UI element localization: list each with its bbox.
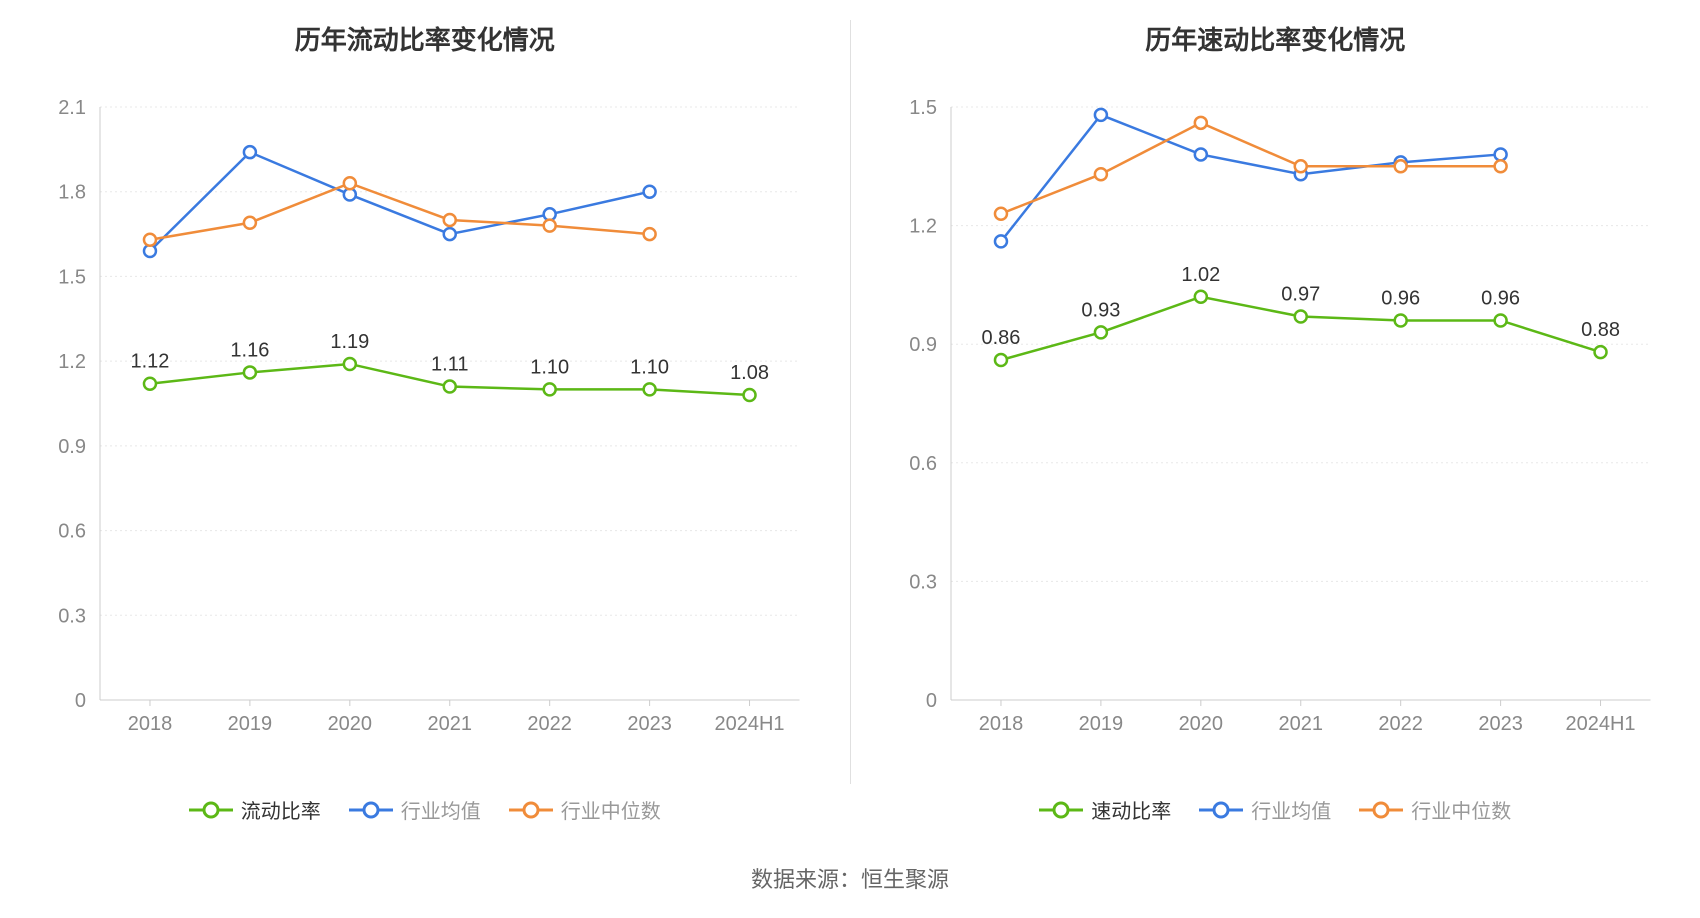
- svg-text:1.2: 1.2: [909, 216, 937, 238]
- svg-text:0.3: 0.3: [909, 571, 937, 593]
- legend-item[interactable]: 流动比率: [189, 795, 321, 824]
- svg-text:2023: 2023: [627, 713, 672, 735]
- right-chart-panel: 历年速动比率变化情况 0 0.3 0.6 0.9 1.2 1.5 2018 2019 2020 2…: [851, 0, 1700, 844]
- svg-text:0.86: 0.86: [981, 327, 1020, 349]
- svg-text:2019: 2019: [1078, 713, 1123, 735]
- svg-text:1.08: 1.08: [730, 362, 769, 384]
- legend-item[interactable]: 行业均值: [349, 795, 481, 824]
- svg-text:2024H1: 2024H1: [1565, 713, 1635, 735]
- legend-label: 行业均值: [401, 795, 481, 824]
- legend-item[interactable]: 速动比率: [1039, 795, 1171, 824]
- svg-text:2021: 2021: [1278, 713, 1323, 735]
- svg-text:2.1: 2.1: [58, 97, 86, 119]
- svg-text:1.16: 1.16: [230, 339, 269, 361]
- svg-text:1.5: 1.5: [909, 97, 937, 119]
- svg-text:2022: 2022: [1378, 713, 1423, 735]
- svg-text:2024H1: 2024H1: [715, 713, 785, 735]
- svg-text:1.11: 1.11: [431, 354, 468, 376]
- svg-text:1.10: 1.10: [530, 356, 569, 378]
- svg-text:0.97: 0.97: [1281, 284, 1320, 306]
- svg-text:0.9: 0.9: [58, 436, 86, 458]
- left-chart-panel: 历年流动比率变化情况 0 0.3 0.6 0.9 1.2 1.5 1.8 2.1 2018 201…: [0, 0, 850, 844]
- left-chart-svg: 0 0.3 0.6 0.9 1.2 1.5 1.8 2.1 2018 2019 2020 2021 20…: [30, 87, 820, 750]
- svg-text:0.93: 0.93: [1081, 299, 1120, 321]
- legend-label: 行业中位数: [561, 795, 661, 824]
- legend-label: 流动比率: [241, 795, 321, 824]
- legend-marker-icon: [189, 800, 233, 820]
- legend-marker-icon: [509, 800, 553, 820]
- svg-text:0.6: 0.6: [909, 453, 937, 475]
- dashboard-container: 历年流动比率变化情况 0 0.3 0.6 0.9 1.2 1.5 1.8 2.1 2018 201…: [0, 0, 1700, 918]
- legend-marker-icon: [1039, 800, 1083, 820]
- charts-row: 历年流动比率变化情况 0 0.3 0.6 0.9 1.2 1.5 1.8 2.1 2018 201…: [0, 0, 1700, 844]
- right-chart-legend: 速动比率 行业均值 行业中位数: [881, 795, 1671, 824]
- svg-text:0.3: 0.3: [58, 605, 86, 627]
- svg-text:1.02: 1.02: [1181, 264, 1220, 286]
- svg-text:2023: 2023: [1478, 713, 1523, 735]
- legend-marker-icon: [1199, 800, 1243, 820]
- svg-text:1.19: 1.19: [330, 331, 369, 353]
- svg-text:2022: 2022: [527, 713, 572, 735]
- svg-text:2020: 2020: [328, 713, 373, 735]
- svg-text:2018: 2018: [978, 713, 1023, 735]
- left-chart-title: 历年流动比率变化情况: [30, 20, 820, 57]
- legend-label: 行业中位数: [1411, 795, 1511, 824]
- svg-text:0.9: 0.9: [909, 334, 937, 356]
- legend-item[interactable]: 行业均值: [1199, 795, 1331, 824]
- legend-label: 行业均值: [1251, 795, 1331, 824]
- right-chart-area: 0 0.3 0.6 0.9 1.2 1.5 2018 2019 2020 2021 2022 2023…: [881, 87, 1671, 750]
- svg-text:0.96: 0.96: [1381, 287, 1420, 309]
- svg-text:2019: 2019: [228, 713, 273, 735]
- legend-item[interactable]: 行业中位数: [1359, 795, 1511, 824]
- svg-text:1.2: 1.2: [58, 351, 86, 373]
- svg-text:0.96: 0.96: [1481, 287, 1520, 309]
- svg-text:0: 0: [75, 690, 86, 712]
- svg-text:2020: 2020: [1178, 713, 1223, 735]
- data-source-label: 数据来源：恒生聚源: [0, 844, 1700, 918]
- svg-text:1.8: 1.8: [58, 182, 86, 204]
- svg-text:0: 0: [925, 690, 936, 712]
- svg-text:2018: 2018: [128, 713, 173, 735]
- legend-label: 速动比率: [1091, 795, 1171, 824]
- legend-marker-icon: [349, 800, 393, 820]
- svg-text:1.10: 1.10: [630, 356, 669, 378]
- right-chart-svg: 0 0.3 0.6 0.9 1.2 1.5 2018 2019 2020 2021 2022 2023…: [881, 87, 1671, 750]
- right-chart-title: 历年速动比率变化情况: [881, 20, 1671, 57]
- svg-text:0.6: 0.6: [58, 521, 86, 543]
- svg-text:1.5: 1.5: [58, 266, 86, 288]
- svg-text:0.88: 0.88: [1581, 319, 1620, 341]
- left-chart-legend: 流动比率 行业均值 行业中位数: [30, 795, 820, 824]
- legend-marker-icon: [1359, 800, 1403, 820]
- svg-text:2021: 2021: [428, 713, 473, 735]
- svg-text:1.12: 1.12: [130, 351, 169, 373]
- left-chart-area: 0 0.3 0.6 0.9 1.2 1.5 1.8 2.1 2018 2019 2020 2021 20…: [30, 87, 820, 750]
- legend-item[interactable]: 行业中位数: [509, 795, 661, 824]
